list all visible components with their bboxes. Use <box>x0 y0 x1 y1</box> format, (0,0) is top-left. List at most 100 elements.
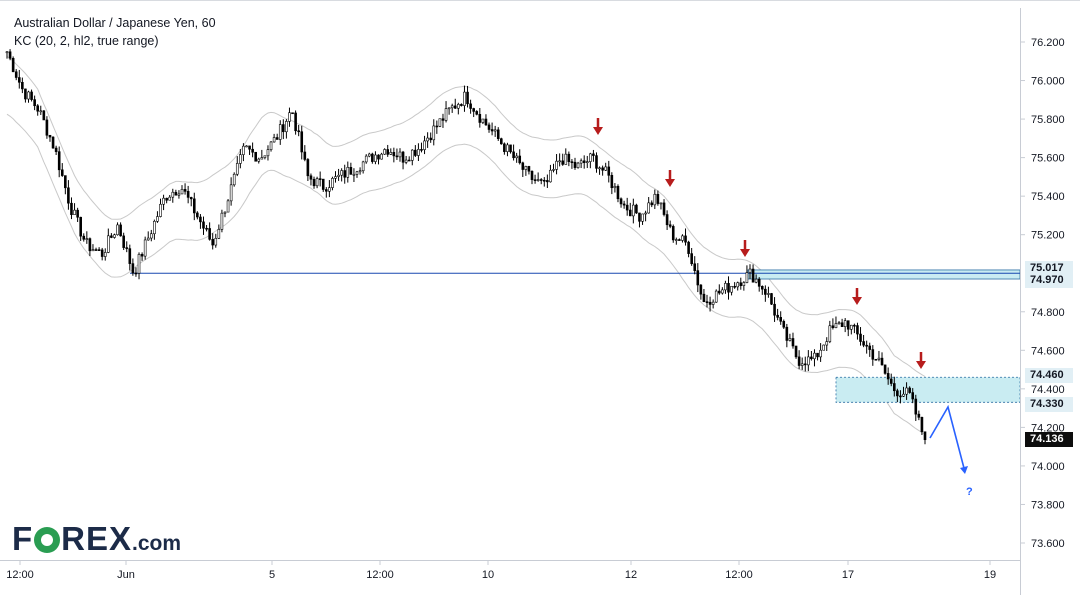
candle-body <box>254 151 257 162</box>
candle-body <box>791 338 795 347</box>
candle-body <box>386 149 390 155</box>
candle-body <box>745 272 749 283</box>
candle-body <box>116 224 119 236</box>
candle-body <box>346 167 350 178</box>
candle-body <box>607 166 611 176</box>
level-badge: 75.017 <box>1025 260 1073 276</box>
candle-body <box>730 285 733 293</box>
candle-body <box>275 137 279 140</box>
candle-body <box>647 202 650 214</box>
candle-body <box>610 175 614 189</box>
candle-body <box>773 303 776 316</box>
candle-body <box>453 105 457 109</box>
candle-body <box>358 170 362 173</box>
candle-body <box>380 153 383 160</box>
candle-body <box>856 325 859 335</box>
candle-body <box>171 191 175 198</box>
candle-body <box>202 221 205 229</box>
x-tick-label: Jun <box>117 569 135 581</box>
candle-body <box>85 238 89 240</box>
candle-body <box>659 202 663 205</box>
candle-body <box>509 144 512 153</box>
candle-body <box>401 151 405 163</box>
down-arrow-icon <box>665 179 675 187</box>
candle-body <box>865 344 868 347</box>
candle-body <box>444 108 448 121</box>
candle-body <box>831 325 835 328</box>
keltner-channel <box>6 55 926 435</box>
forex-logo: F REX.com <box>12 520 181 557</box>
candle-body <box>834 323 838 328</box>
candle-body <box>889 378 893 384</box>
candle-body <box>690 253 693 265</box>
candle-body <box>705 301 709 303</box>
candle-body <box>850 324 853 330</box>
candle-body <box>616 185 620 200</box>
candle-body <box>14 71 18 78</box>
down-arrow-icon <box>740 249 750 257</box>
candle-body <box>174 191 178 196</box>
candle-body <box>493 129 497 132</box>
candle-body <box>450 105 454 109</box>
candle-body <box>226 200 230 213</box>
candle-body <box>840 322 844 328</box>
candle-body <box>899 395 902 398</box>
y-tick-label: 75.200 <box>1031 230 1065 242</box>
candle-body <box>460 104 463 106</box>
candle-body <box>217 229 221 239</box>
candle-body <box>770 293 773 305</box>
y-tick-label: 73.800 <box>1031 499 1065 511</box>
candle-body <box>321 178 325 190</box>
candle-body <box>177 193 181 196</box>
candle-body <box>760 286 764 290</box>
candle-body <box>248 145 251 150</box>
candle-body <box>776 314 779 318</box>
candle-body <box>168 196 172 201</box>
candle-body <box>810 356 813 360</box>
candle-body <box>714 290 718 303</box>
candle-body <box>837 322 841 325</box>
candle-body <box>131 263 135 274</box>
projection-arrowhead-icon <box>960 466 968 474</box>
down-arrow-icon <box>916 361 926 369</box>
candle-body <box>920 417 924 433</box>
candle-body <box>708 301 712 305</box>
candle-body <box>192 198 196 214</box>
candle-body <box>877 357 881 360</box>
axes: 76.200 76.000 75.800 75.600 75.400 75.200 74.8… <box>0 8 1065 595</box>
candle-body <box>530 170 534 180</box>
candle-body <box>67 187 70 204</box>
candle-body <box>527 166 531 172</box>
candle-body <box>73 209 76 215</box>
candle-body <box>803 363 807 366</box>
candle-body <box>902 393 905 397</box>
candle-body <box>447 107 451 110</box>
candle-body <box>779 317 782 322</box>
candle-body <box>208 228 211 240</box>
candle-body <box>484 118 488 126</box>
candle-body <box>288 112 291 122</box>
candle-body <box>432 125 436 141</box>
candle-body <box>727 283 730 293</box>
candle-body <box>343 170 347 178</box>
candle-body <box>220 212 224 230</box>
candle-body <box>414 149 417 156</box>
candle-body <box>156 216 159 222</box>
candle-body <box>79 216 82 237</box>
candle-body <box>542 179 546 182</box>
candle-body <box>165 197 168 201</box>
candle-body <box>576 162 580 168</box>
candle-body <box>595 155 598 169</box>
candle-body <box>45 119 49 136</box>
candle-body <box>199 216 202 223</box>
candle-body <box>693 263 697 271</box>
candle-body <box>278 124 282 140</box>
candle-body <box>570 161 574 163</box>
candle-body <box>853 324 856 327</box>
candle-body <box>205 227 208 230</box>
candle-body <box>57 151 61 171</box>
candle-body <box>711 301 715 305</box>
candle-body <box>257 158 261 162</box>
